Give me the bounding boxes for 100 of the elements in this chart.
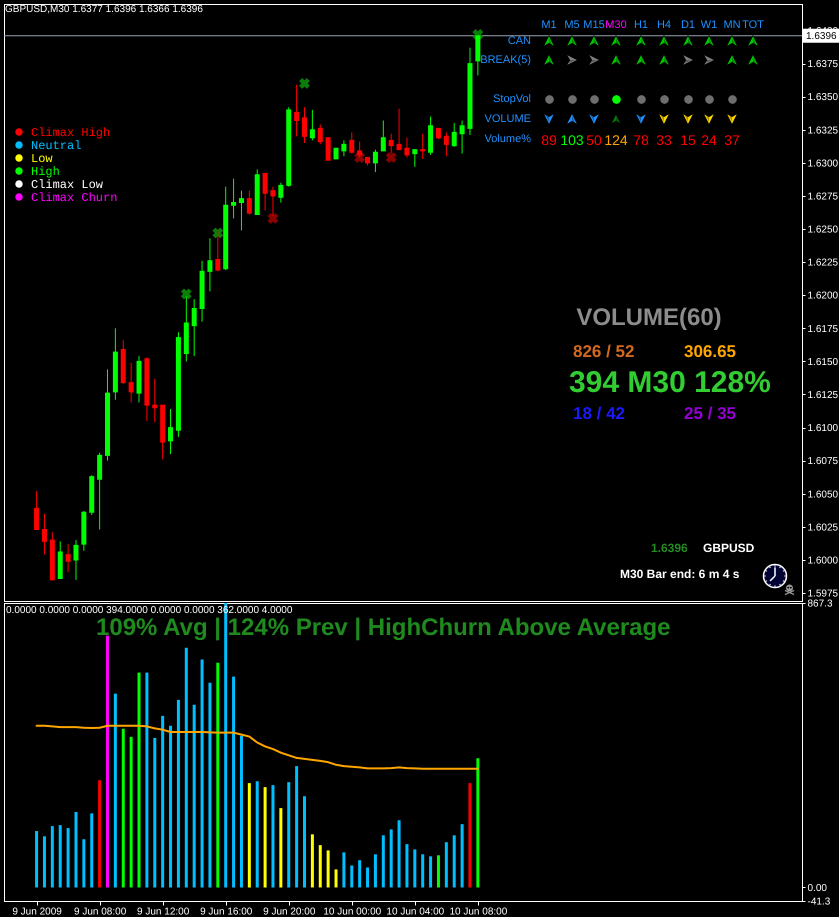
annotation: W1 (700, 18, 718, 32)
y-tick-label: 1.6150 (808, 356, 839, 368)
bar (138, 672, 141, 888)
annotation: 124 (604, 132, 628, 148)
bar (161, 716, 164, 888)
bar (256, 781, 259, 888)
legend-label: High (31, 165, 60, 179)
candlestick (42, 513, 47, 556)
point (180, 288, 192, 300)
point (299, 78, 310, 89)
bar (310, 834, 314, 888)
y-tick-label: 1.6225 (808, 258, 839, 269)
annotation: MN (723, 18, 741, 32)
legend-label: Climax Churn (31, 191, 118, 205)
bar (374, 854, 377, 888)
bar (240, 736, 243, 888)
annotation: StopVol (493, 92, 531, 106)
bar (66, 828, 70, 888)
y-tick-label: 1.6075 (808, 456, 839, 468)
annotation: 826 / 52 (573, 342, 634, 362)
bar (74, 812, 78, 888)
bar (476, 758, 480, 888)
bar (303, 796, 306, 888)
bar (58, 825, 62, 888)
y-tick-label: -41.3 (808, 896, 831, 908)
annotation: 1.6396 (651, 541, 688, 556)
bar (468, 783, 472, 888)
candlestick (238, 190, 244, 231)
annotation: M30 Bar end: 6 m 4 s (620, 567, 740, 582)
bar (366, 867, 370, 888)
bar (106, 636, 109, 888)
bar (413, 849, 416, 888)
candlestick (294, 84, 300, 137)
annotation: 18 / 42 (573, 404, 625, 424)
legend-label: Climax High (31, 126, 110, 140)
candlestick (380, 120, 386, 152)
annotation: 15 (680, 132, 696, 148)
bar (114, 694, 117, 888)
candlestick (444, 132, 449, 157)
y-tick-label: 1.6200 (808, 290, 839, 302)
candlestick (128, 362, 134, 403)
bar (398, 820, 401, 888)
legend-label: Climax Low (31, 178, 104, 192)
bar (98, 780, 102, 888)
candlestick (310, 109, 315, 141)
bar (216, 662, 220, 888)
bar (358, 860, 362, 888)
annotation: 37 (724, 132, 740, 148)
annotation: 109% Avg | 124% Prev | HighChurn Above Average (96, 614, 671, 642)
point (212, 228, 224, 238)
candlestick (270, 186, 276, 216)
bar (444, 842, 448, 888)
candlestick (357, 141, 362, 158)
candlestick (388, 133, 394, 154)
y-tick-label: 1.6025 (808, 522, 839, 534)
y-tick-label: 1.6175 (808, 324, 839, 335)
candlestick (152, 378, 158, 423)
legend-label: Low (31, 152, 54, 166)
bar (248, 783, 251, 888)
bar (318, 845, 322, 888)
chart-title: GBPUSD,M30 1.6377 1.6396 1.6366 1.6396 (5, 4, 203, 16)
bar (452, 835, 456, 888)
bar (192, 704, 196, 888)
annotation: 25 / 35 (684, 404, 736, 424)
bar (390, 829, 393, 888)
bar (184, 648, 188, 888)
candlestick (97, 452, 102, 530)
annotation: 394 M30 128% (569, 366, 771, 400)
annotation: M15 (583, 18, 605, 32)
bar (382, 835, 385, 888)
bar (287, 782, 290, 888)
bar (326, 850, 330, 888)
bar (460, 824, 464, 888)
annotation: M30 (605, 18, 627, 32)
x-tick-label: 10 Jun 04:00 (386, 906, 445, 917)
y-tick-label: 1.6125 (808, 390, 839, 401)
bar (200, 660, 204, 888)
point (268, 213, 278, 224)
annotation: 306.65 (684, 342, 736, 362)
ref-line-label: 1.6396 (806, 30, 838, 42)
candlestick (436, 128, 441, 140)
bar (82, 839, 86, 888)
x-tick-label: 9 Jun 2009 (12, 906, 62, 917)
annotation: 50 (586, 132, 602, 148)
y-tick-label: 0.00 (808, 882, 828, 894)
bar (334, 869, 338, 888)
annotation: 33 (656, 132, 672, 148)
y-tick-label: 1.6375 (808, 59, 839, 70)
bar (436, 855, 440, 888)
annotation: VOLUME(60) (576, 304, 722, 332)
candlestick (278, 182, 284, 204)
bar (35, 831, 38, 888)
bar (42, 836, 46, 888)
bar (122, 728, 125, 888)
bar (145, 672, 148, 888)
bar (90, 813, 94, 888)
candlestick (168, 408, 174, 455)
candlestick (318, 124, 323, 145)
annotation: GBPUSD (703, 541, 754, 556)
candlestick (349, 132, 354, 154)
